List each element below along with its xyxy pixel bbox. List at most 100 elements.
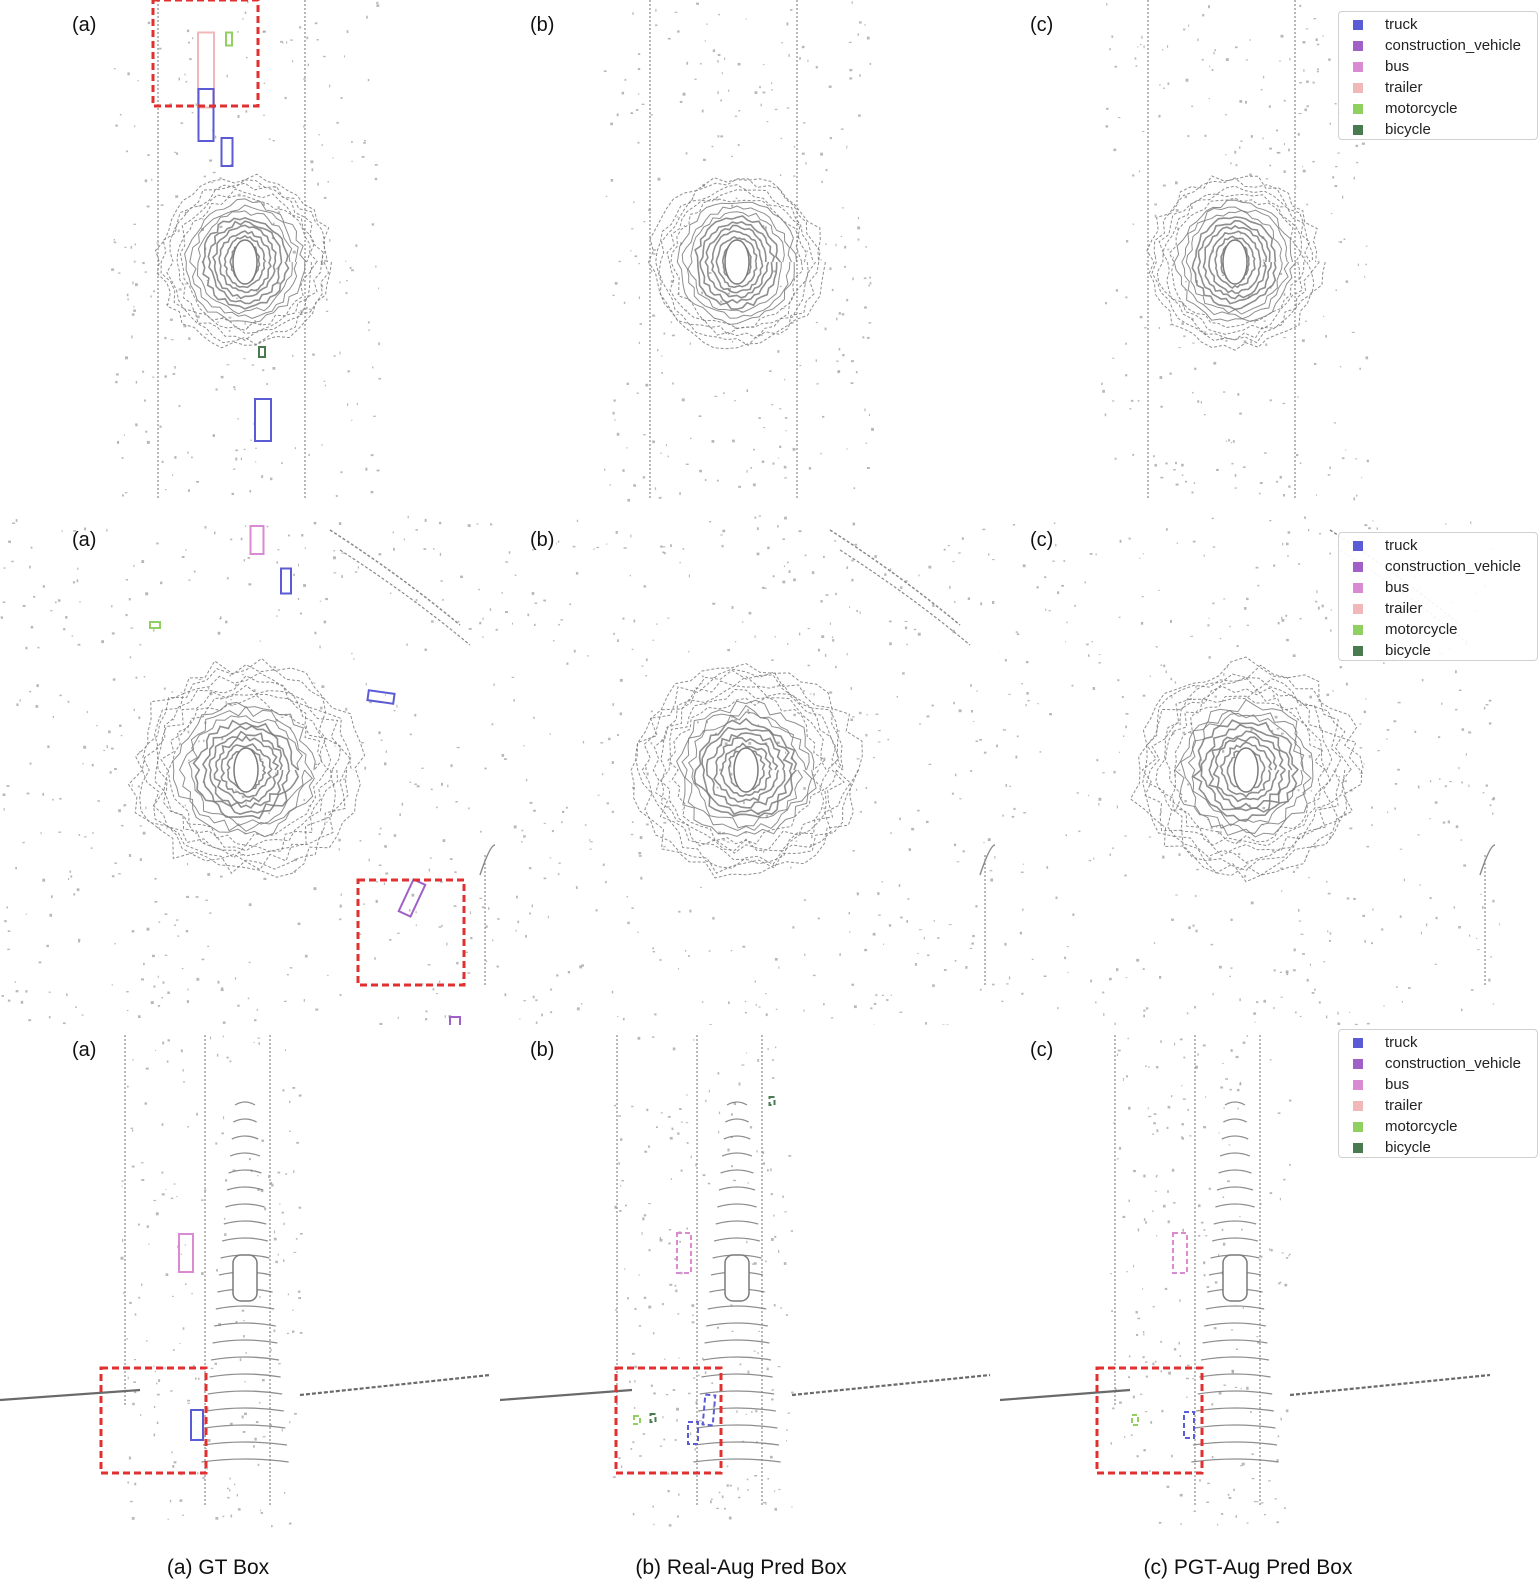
legend-swatch: [1353, 624, 1363, 635]
legend-item: construction_vehicle: [1353, 35, 1537, 56]
bicycle-box: [649, 1413, 657, 1423]
legend-label: trailer: [1385, 1097, 1423, 1114]
pointcloud-bev: [603, 0, 874, 502]
pointcloud-bev: [501, 515, 1000, 1025]
panel-row-1-col-1: (a): [0, 0, 500, 510]
legend-item: bicycle: [1353, 640, 1537, 661]
truck-box: [701, 1393, 717, 1427]
trailer-box: [197, 31, 215, 109]
legend-item: bicycle: [1353, 1137, 1537, 1158]
legend-label: bicycle: [1385, 642, 1431, 659]
legend-item: construction_vehicle: [1353, 556, 1537, 577]
legend-swatch: [1353, 1037, 1363, 1048]
legend-item: bicycle: [1353, 119, 1537, 140]
legend-item: trailer: [1353, 77, 1537, 98]
legend-item: truck: [1353, 1032, 1537, 1053]
legend-item: motorcycle: [1353, 98, 1537, 119]
caption-gt-box: (a) GT Box: [166, 1556, 270, 1579]
legend-swatch: [1353, 124, 1363, 135]
legend-label: bus: [1385, 1076, 1410, 1093]
legend-item: motorcycle: [1353, 1116, 1537, 1137]
legend-swatch: [1353, 645, 1363, 656]
legend-item: truck: [1353, 535, 1537, 556]
pointcloud-bev: [0, 515, 500, 1025]
panel-label: (b): [530, 1039, 555, 1061]
legend-item: bus: [1353, 577, 1537, 598]
legend-row-3: truck construction_vehicle bus trailer motor…: [1338, 1029, 1538, 1158]
legend-swatch: [1353, 582, 1363, 593]
construction_vehicle-box: [449, 1016, 461, 1025]
legend-swatch: [1353, 1079, 1363, 1090]
panel-row-1-col-2: (b): [500, 0, 1000, 510]
legend-label: bus: [1385, 579, 1410, 596]
legend-swatch: [1353, 561, 1363, 572]
construction_vehicle-box: [397, 878, 427, 918]
legend-label: motorcycle: [1385, 1118, 1458, 1135]
bus-box: [676, 1232, 692, 1274]
legend-item: motorcycle: [1353, 619, 1537, 640]
legend-swatch: [1353, 82, 1363, 93]
panel-row-2-col-2: (b): [500, 515, 1000, 1025]
legend-label: construction_vehicle: [1385, 37, 1521, 54]
panel-label: (b): [530, 529, 555, 551]
legend-item: trailer: [1353, 598, 1537, 619]
pointcloud-bev: [500, 1035, 991, 1527]
legend-item: trailer: [1353, 1095, 1537, 1116]
panel-row-3-col-2: (b): [500, 1025, 1000, 1535]
panel-label: (c): [1030, 14, 1054, 36]
legend-label: trailer: [1385, 79, 1423, 96]
legend-label: construction_vehicle: [1385, 558, 1521, 575]
legend-swatch: [1353, 1142, 1363, 1153]
motorcycle-box: [149, 621, 161, 629]
legend-label: truck: [1385, 537, 1418, 554]
pointcloud-bev: [1000, 1035, 1491, 1526]
legend-item: truck: [1353, 14, 1537, 35]
legend-swatch: [1353, 1058, 1363, 1069]
legend-swatch: [1353, 103, 1363, 114]
legend-swatch: [1353, 19, 1363, 30]
panel-row-1-col-3: (c): [1000, 0, 1500, 510]
legend-item: bus: [1353, 56, 1537, 77]
legend-label: bicycle: [1385, 1139, 1431, 1156]
pointcloud-bev: [1101, 0, 1371, 501]
truck-box: [197, 88, 215, 142]
highlight-region: [99, 1366, 208, 1475]
legend-label: motorcycle: [1385, 100, 1458, 117]
panel-label: (b): [530, 14, 555, 36]
highlight-region: [614, 1366, 723, 1475]
legend-label: truck: [1385, 16, 1418, 33]
motorcycle-box: [633, 1415, 641, 1425]
bus-box: [249, 525, 265, 555]
truck-box: [687, 1421, 699, 1445]
bus-box: [1172, 1232, 1188, 1274]
pointcloud-bev: [111, 0, 381, 500]
highlight-region: [151, 0, 260, 108]
bus-box: [178, 1233, 194, 1273]
legend-label: truck: [1385, 1034, 1418, 1051]
legend-label: motorcycle: [1385, 621, 1458, 638]
legend-swatch: [1353, 1100, 1363, 1111]
panel-label: (c): [1030, 529, 1054, 551]
motorcycle-box: [1131, 1414, 1139, 1426]
panel-row-3-col-1: (a): [0, 1025, 500, 1535]
bicycle-box: [768, 1096, 776, 1106]
truck-box: [254, 398, 272, 442]
truck-box: [1183, 1411, 1195, 1439]
truck-box: [220, 137, 234, 167]
highlight-region: [356, 878, 466, 987]
bicycle-box: [258, 346, 266, 358]
legend-swatch: [1353, 603, 1363, 614]
panel-label: (c): [1030, 1039, 1054, 1061]
legend-label: bus: [1385, 58, 1410, 75]
panel-row-2-col-1: (a): [0, 515, 500, 1025]
legend-item: bus: [1353, 1074, 1537, 1095]
panel-label: (a): [72, 529, 97, 551]
truck-box: [280, 567, 292, 595]
panel-label: (a): [72, 1039, 97, 1061]
truck-box: [190, 1409, 204, 1441]
panel-row-3-col-3: (c): [1000, 1025, 1500, 1535]
legend-swatch: [1353, 1121, 1363, 1132]
